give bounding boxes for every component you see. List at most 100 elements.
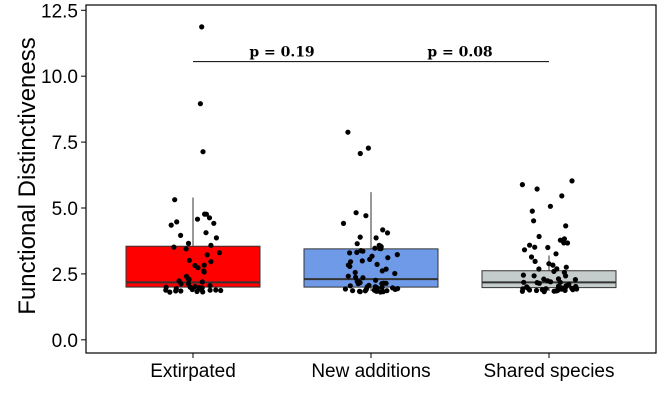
data-point — [572, 277, 579, 283]
data-point — [207, 283, 213, 289]
data-point — [563, 273, 569, 279]
y-tick-label: 2.5 — [52, 265, 78, 286]
data-point — [345, 273, 351, 279]
data-point — [357, 289, 363, 295]
data-point — [185, 240, 192, 246]
data-point — [551, 288, 557, 294]
p-value-label: p = 0.19 — [249, 45, 314, 61]
y-tick-label: 7.5 — [52, 133, 78, 154]
data-point — [550, 262, 556, 268]
data-point — [551, 268, 557, 274]
data-point — [532, 244, 538, 250]
data-point — [201, 262, 207, 268]
data-point — [203, 230, 209, 236]
data-point — [355, 281, 361, 287]
data-point — [199, 24, 205, 30]
data-point — [561, 240, 567, 246]
data-point — [206, 215, 213, 221]
data-point — [555, 287, 561, 293]
x-tick-label: Extirpated — [150, 361, 236, 382]
data-point — [569, 178, 575, 184]
data-point — [394, 252, 400, 258]
y-tick-label: 0.0 — [52, 331, 78, 352]
data-point — [353, 210, 359, 216]
data-point — [183, 246, 189, 252]
data-point — [354, 249, 360, 255]
data-point — [360, 275, 366, 281]
data-point — [203, 211, 209, 217]
data-point — [395, 286, 401, 292]
data-point — [557, 279, 563, 285]
data-point — [347, 250, 353, 256]
data-point — [208, 242, 214, 248]
data-point — [345, 129, 351, 135]
data-point — [347, 283, 353, 289]
data-point — [373, 277, 379, 283]
data-point — [195, 265, 201, 271]
data-point — [561, 236, 568, 242]
data-point — [173, 288, 179, 294]
data-point — [536, 266, 542, 272]
data-point — [541, 289, 547, 295]
data-point — [208, 259, 214, 265]
data-point — [204, 252, 210, 258]
data-point — [531, 273, 537, 279]
data-point — [186, 276, 192, 282]
data-point — [536, 233, 542, 240]
data-point — [536, 280, 542, 286]
data-point — [548, 279, 554, 285]
data-point — [520, 272, 527, 278]
data-point — [213, 235, 219, 241]
data-point — [211, 220, 217, 226]
data-point — [373, 235, 379, 241]
data-point — [207, 287, 213, 293]
data-point — [385, 255, 391, 261]
data-point — [545, 244, 551, 251]
data-point — [519, 288, 526, 294]
data-point — [392, 270, 398, 277]
data-point — [534, 186, 540, 192]
data-point — [357, 234, 363, 240]
data-point — [167, 289, 173, 295]
data-point — [379, 268, 385, 274]
data-point — [194, 216, 201, 222]
data-point — [390, 285, 396, 291]
data-point — [189, 286, 195, 293]
p-value-label: p = 0.08 — [427, 45, 492, 61]
data-point — [350, 288, 356, 294]
data-point — [529, 208, 535, 214]
data-point — [365, 145, 371, 151]
data-point — [359, 258, 365, 264]
data-point — [383, 280, 389, 286]
y-tick-label: 12.5 — [41, 1, 78, 22]
data-point — [354, 241, 360, 247]
data-point — [363, 286, 369, 292]
data-point — [379, 284, 385, 290]
data-point — [186, 257, 192, 263]
data-point — [342, 286, 348, 292]
data-point — [174, 219, 180, 225]
data-point — [541, 276, 547, 282]
data-point — [371, 287, 377, 293]
data-point — [171, 244, 177, 250]
x-tick-label: Shared species — [484, 361, 615, 382]
data-point — [199, 279, 205, 285]
data-point — [563, 264, 569, 270]
data-point — [374, 261, 380, 267]
data-point — [357, 150, 363, 157]
data-point — [178, 288, 184, 294]
data-point — [564, 240, 571, 246]
data-point — [213, 287, 219, 293]
data-point — [519, 182, 526, 188]
data-point — [163, 287, 169, 293]
data-point — [352, 269, 358, 276]
data-point — [377, 289, 384, 295]
data-point — [178, 232, 184, 238]
data-point — [372, 245, 378, 251]
data-point — [526, 287, 533, 293]
data-point — [340, 220, 347, 226]
data-point — [194, 288, 200, 295]
data-point — [533, 287, 540, 294]
